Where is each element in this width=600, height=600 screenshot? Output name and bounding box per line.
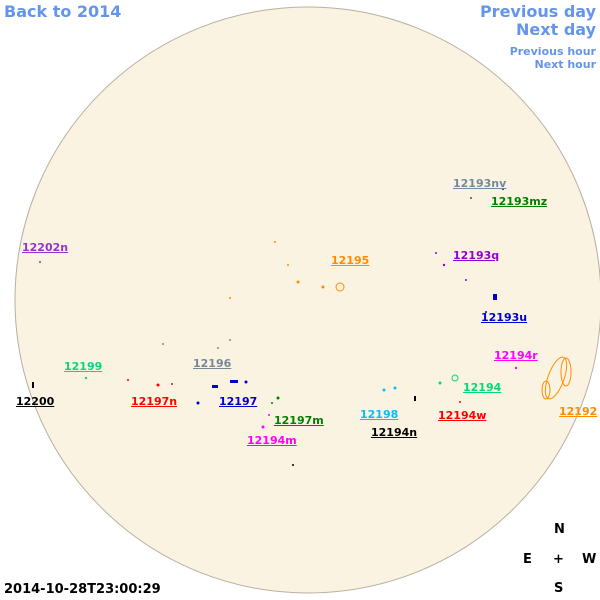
region-label[interactable]: 12194w bbox=[438, 409, 487, 422]
compass-east: E bbox=[523, 552, 532, 567]
compass-north: N bbox=[554, 522, 565, 537]
region-label[interactable]: 12192 bbox=[559, 405, 598, 418]
region-label[interactable]: 12199 bbox=[64, 360, 103, 373]
region-label[interactable]: 12194n bbox=[371, 426, 418, 439]
region-label[interactable]: 12202n bbox=[22, 241, 69, 254]
region-label[interactable]: 12197m bbox=[274, 414, 324, 427]
region-label[interactable]: 12194m bbox=[247, 434, 297, 447]
region-label[interactable]: 12198 bbox=[360, 408, 399, 421]
back-link[interactable]: Back to 2014 bbox=[4, 2, 122, 21]
compass-center: + bbox=[553, 552, 564, 567]
region-label[interactable]: 12197n bbox=[131, 395, 178, 408]
region-label[interactable]: 12194 bbox=[463, 381, 502, 394]
region-label[interactable]: 12196 bbox=[193, 357, 232, 370]
region-label[interactable]: 12193u bbox=[481, 311, 528, 324]
timestamp: 2014-10-28T23:00:29 bbox=[4, 582, 161, 597]
region-label[interactable]: 12195 bbox=[331, 254, 370, 267]
previous-day-link[interactable]: Previous day bbox=[479, 2, 596, 21]
compass-south: S bbox=[554, 581, 564, 596]
region-label[interactable]: 12197 bbox=[219, 395, 258, 408]
previous-hour-link[interactable]: Previous hour bbox=[509, 45, 596, 58]
solar-disk bbox=[14, 6, 600, 594]
next-day-link[interactable]: Next day bbox=[516, 20, 596, 39]
region-label[interactable]: 12193mz bbox=[491, 195, 548, 208]
next-hour-link[interactable]: Next hour bbox=[534, 58, 597, 71]
region-label[interactable]: 12200 bbox=[16, 395, 55, 408]
compass-west: W bbox=[582, 552, 597, 567]
region-label[interactable]: 12194r bbox=[494, 349, 538, 362]
region-label[interactable]: 12193nv bbox=[453, 177, 507, 190]
sunspots bbox=[32, 187, 572, 466]
region-label[interactable]: 12193q bbox=[453, 249, 500, 262]
